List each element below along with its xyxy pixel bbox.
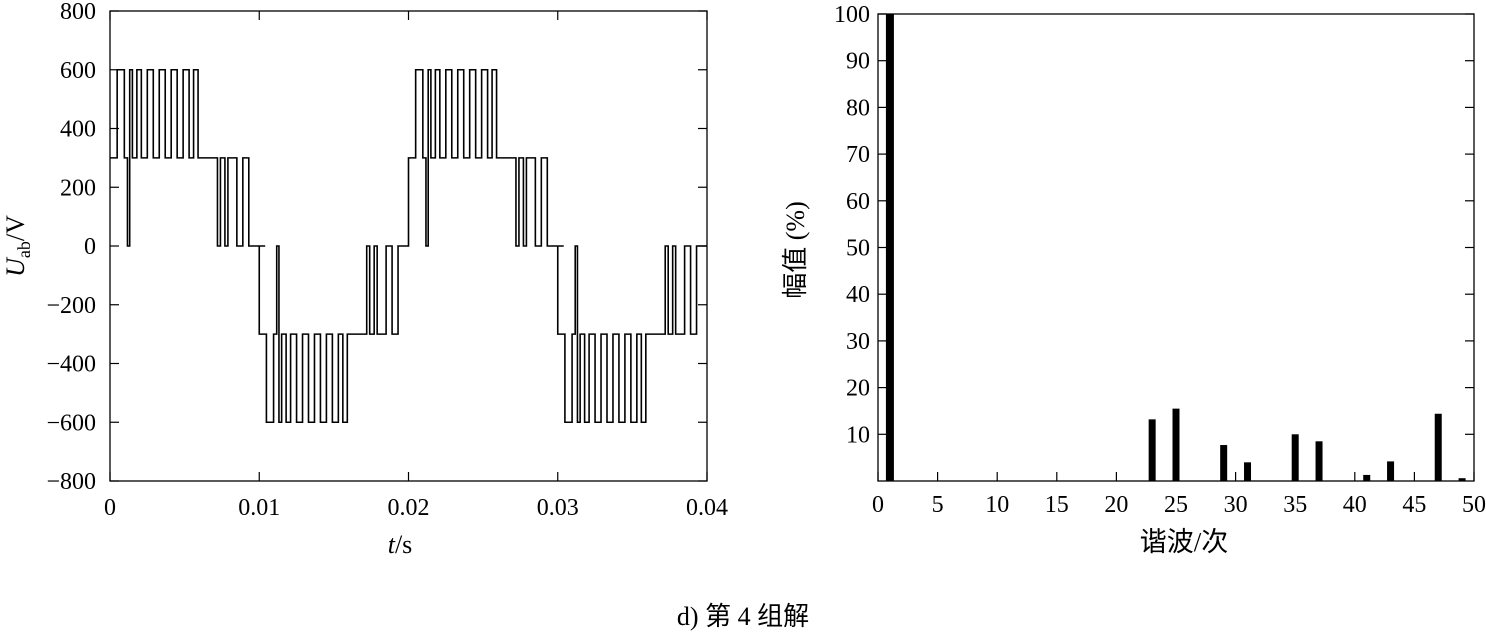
spectrum-y-axis-label: 幅值 (%) (781, 201, 810, 298)
spectrum-y-tick-label: 10 (846, 422, 870, 448)
waveform-y-tick-label: −200 (46, 293, 96, 319)
spectrum-x-tick-label: 30 (1224, 492, 1248, 518)
spectrum-bars (885, 14, 1466, 481)
spectrum-y-axis: 100 90 80 70 60 50 40 30 20 10 (834, 2, 1474, 448)
waveform-y-axis: 800 600 400 200 0 −200 −400 −600 −800 (46, 0, 707, 495)
waveform-y-tick-label: 600 (60, 58, 96, 84)
spectrum-bar (885, 14, 894, 481)
spectrum-x-tick-label: 40 (1343, 492, 1367, 518)
spectrum-x-tick-label: 25 (1164, 492, 1188, 518)
spectrum-y-tick-label: 20 (846, 376, 870, 402)
waveform-y-tick-label: −600 (46, 410, 96, 436)
waveform-x-axis-label: t/s (388, 530, 413, 559)
spectrum-bar (1434, 413, 1442, 481)
waveform-y-tick-label: 400 (60, 117, 96, 143)
spectrum-x-axis: 0 5 10 15 20 25 30 35 40 45 50 (872, 472, 1486, 518)
spectrum-y-tick-label: 30 (846, 329, 870, 355)
waveform-y-tick-label: 800 (60, 0, 96, 25)
waveform-x-tick-label: 0 (104, 495, 116, 521)
waveform-x-tick-label: 0.03 (537, 495, 579, 521)
spectrum-x-tick-label: 10 (985, 492, 1009, 518)
waveform-y-tick-label: −800 (46, 469, 96, 495)
spectrum-x-tick-label: 50 (1462, 492, 1486, 518)
spectrum-bar (1458, 478, 1466, 481)
waveform-chart: 0 0.01 0.02 0.03 0.04 800 600 400 200 0 −200 −400 −… (1, 0, 728, 559)
spectrum-x-tick-label: 20 (1104, 492, 1128, 518)
spectrum-bar (1315, 441, 1323, 481)
waveform-x-tick-label: 0.01 (238, 495, 280, 521)
figure-caption: d) 第 4 组解 (676, 602, 810, 631)
waveform-y-tick-label: 0 (84, 234, 96, 260)
spectrum-bar (1387, 461, 1395, 481)
spectrum-x-tick-label: 35 (1283, 492, 1307, 518)
spectrum-x-tick-label: 0 (872, 492, 884, 518)
waveform-x-tick-label: 0.02 (388, 495, 430, 521)
spectrum-y-tick-label: 90 (846, 49, 870, 75)
spectrum-bar (1291, 434, 1299, 481)
spectrum-bar (1220, 445, 1228, 481)
spectrum-bar (1172, 408, 1180, 481)
spectrum-y-tick-label: 100 (834, 2, 870, 28)
spectrum-x-tick-label: 5 (932, 492, 944, 518)
waveform-y-tick-label: −400 (46, 352, 96, 378)
spectrum-bar (1244, 462, 1252, 481)
spectrum-y-tick-label: 60 (846, 189, 870, 215)
spectrum-x-tick-label: 45 (1402, 492, 1426, 518)
waveform-x-axis: 0 0.01 0.02 0.03 0.04 (104, 11, 728, 521)
spectrum-bar (1148, 419, 1156, 481)
waveform-y-tick-label: 200 (60, 175, 96, 201)
waveform-y-axis-label: Uab/V (1, 215, 34, 277)
spectrum-chart: 0 5 10 15 20 25 30 35 40 45 50 100 90 80 70 60 50 40 30 20… (781, 2, 1486, 557)
waveform-x-tick-label: 0.04 (686, 495, 728, 521)
waveform-series-line (110, 68, 707, 424)
spectrum-y-tick-label: 50 (846, 236, 870, 262)
spectrum-y-tick-label: 80 (846, 95, 870, 121)
spectrum-x-tick-label: 15 (1045, 492, 1069, 518)
spectrum-x-axis-label: 谐波/次 (1140, 527, 1229, 557)
spectrum-y-tick-label: 40 (846, 282, 870, 308)
spectrum-y-tick-label: 70 (846, 142, 870, 168)
spectrum-bar (1363, 474, 1371, 481)
